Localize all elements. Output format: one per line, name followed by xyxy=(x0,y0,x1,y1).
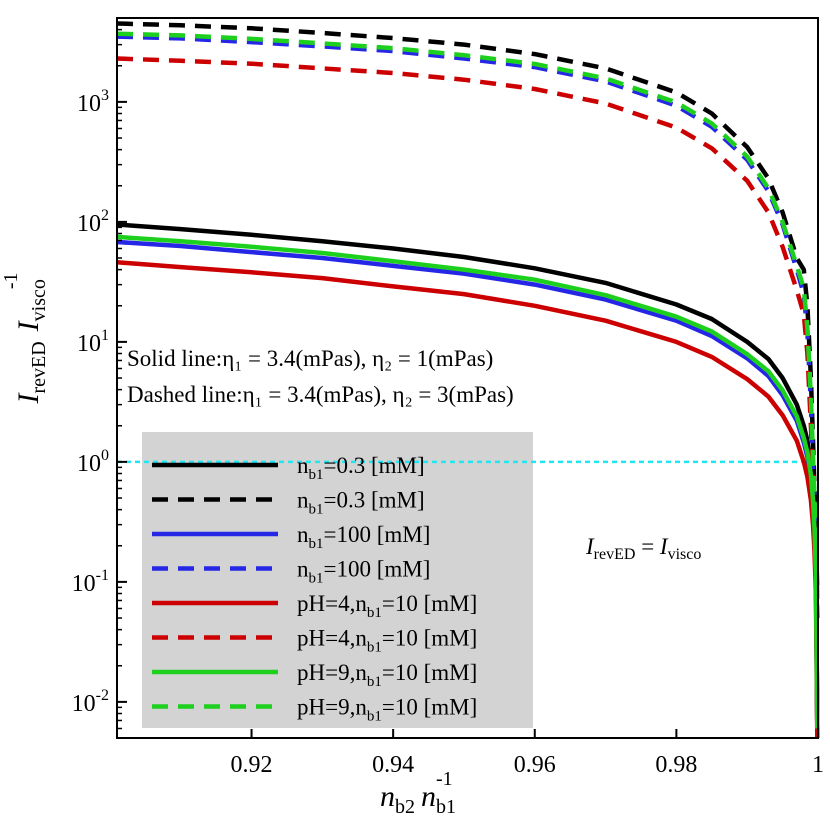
x-tick-label-4: 1 xyxy=(812,752,824,778)
series-curves xyxy=(116,21,820,739)
y-tick-label-5: 103 xyxy=(77,87,109,117)
legend-label-5: pH=4,nb1=10 [mM] xyxy=(297,626,477,656)
legend-label-post: =100 [mM] xyxy=(324,522,431,547)
legend-label-7: pH=9,nb1=10 [mM] xyxy=(297,695,477,725)
y-tick-label-1: 10-1 xyxy=(72,567,109,597)
eq-sign: = xyxy=(635,534,659,559)
legend-label-2: nb1=100 [mM] xyxy=(297,522,430,552)
y-tick-label-4: 102 xyxy=(77,207,109,237)
series-line-1 xyxy=(116,21,820,594)
legend-label-post: =100 [mM] xyxy=(324,557,431,582)
annotation-solid-line: Solid line:η₁ = 3.4(mPas), η₂ = 1(mPas) xyxy=(127,346,493,371)
legend-label-post: =10 [mM] xyxy=(382,626,477,651)
annotation-dashed-line: Dashed line:η₁ = 3.4(mPas), η₂ = 3(mPas) xyxy=(127,382,514,407)
legend-label-6: pH=9,nb1=10 [mM] xyxy=(297,660,477,690)
legend-label-4: pH=4,nb1=10 [mM] xyxy=(297,591,477,621)
legend-label-0: nb1=0.3 [mM] xyxy=(297,453,425,483)
eq-s2: visco xyxy=(668,546,702,563)
legend-label-sub: b1 xyxy=(367,709,382,725)
legend-label-pre: pH=4,n xyxy=(297,626,367,651)
legend-label-sub: b1 xyxy=(309,467,324,483)
y-axis-ticks: 10-2 10-1 100 101 102 103 xyxy=(72,28,127,730)
x-tick-label-0: 0.92 xyxy=(231,752,273,778)
legend-layer xyxy=(142,432,533,728)
annotation-dashed-equation: η₁ = 3.4(mPas), η₂ = 3(mPas) xyxy=(243,382,514,407)
y-tick-label-2: 100 xyxy=(77,447,109,477)
legend-label-sub: b1 xyxy=(309,502,324,518)
legend-label-sub: b1 xyxy=(367,674,382,690)
legend: nb1=0.3 [mM]nb1=0.3 [mM]nb1=100 [mM]nb1=… xyxy=(152,453,477,725)
x-tick-label-2: 0.96 xyxy=(514,752,556,778)
legend-label-post: =10 [mM] xyxy=(382,695,477,720)
annotation-equality: IrevED = Ivisco xyxy=(585,534,701,563)
legend-label-sub: b1 xyxy=(367,640,382,656)
legend-label-sub: b1 xyxy=(367,605,382,621)
legend-label-pre: pH=9,n xyxy=(297,660,367,685)
legend-label-post: =0.3 [mM] xyxy=(324,453,425,478)
annotation-solid-equation: η₁ = 3.4(mPas), η₂ = 1(mPas) xyxy=(222,346,493,371)
legend-label-pre: n xyxy=(297,488,309,513)
eq-s1: revED xyxy=(594,546,636,563)
legend-label-sub: b1 xyxy=(309,571,324,587)
legend-label-sub: b1 xyxy=(309,536,324,552)
x-axis-label: nb2 nb1-1 xyxy=(380,768,456,818)
y-tick-label-3: 101 xyxy=(77,327,109,357)
legend-label-pre: n xyxy=(297,557,309,582)
legend-label-post: =10 [mM] xyxy=(382,660,477,685)
legend-label-3: nb1=100 [mM] xyxy=(297,557,430,587)
x-tick-label-3: 0.98 xyxy=(655,752,697,778)
legend-label-pre: pH=4,n xyxy=(297,591,367,616)
legend-label-1: nb1=0.3 [mM] xyxy=(297,488,425,518)
legend-label-post: =10 [mM] xyxy=(382,591,477,616)
x-tick-label-1: 0.94 xyxy=(372,752,414,778)
eq-i2: I xyxy=(659,534,669,559)
legend-background xyxy=(142,432,533,728)
y-axis-label: IrevEDIvisco-1 xyxy=(0,272,50,404)
y-tick-label-0: 10-2 xyxy=(72,687,109,717)
x-axis-ticks: 0.92 0.94 0.96 0.98 1 xyxy=(231,729,824,778)
legend-label-pre: pH=9,n xyxy=(297,695,367,720)
legend-label-pre: n xyxy=(297,522,309,547)
annotation-solid-prefix: Solid line: xyxy=(127,346,222,371)
series-line-7 xyxy=(116,31,820,601)
annotation-dashed-prefix: Dashed line: xyxy=(127,382,243,407)
legend-label-post: =0.3 [mM] xyxy=(324,488,425,513)
eq-i1: I xyxy=(585,534,595,559)
legend-label-pre: n xyxy=(297,453,309,478)
